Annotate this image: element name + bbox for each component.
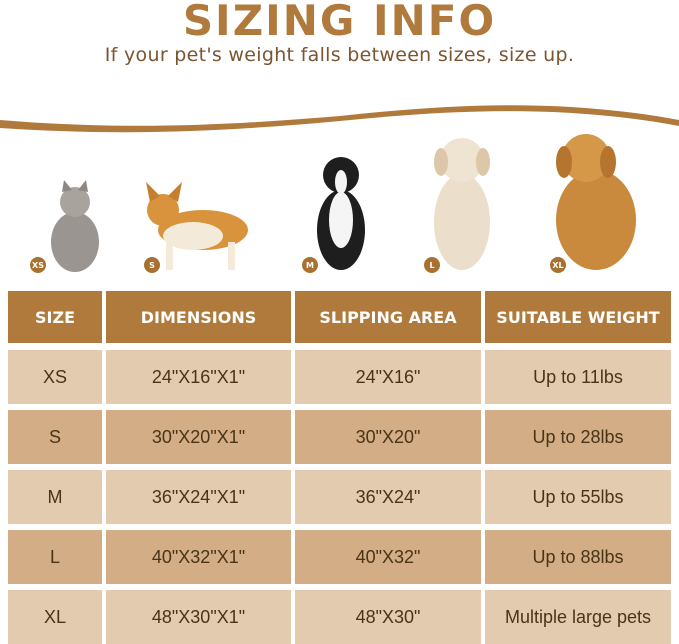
table-header-cell: SIZE (8, 291, 102, 343)
table-cell: S (8, 410, 102, 464)
table-cell: XL (8, 590, 102, 644)
table-cell: 48"X30"X1" (106, 590, 291, 644)
table-cell: L (8, 530, 102, 584)
size-badge-m: M (301, 256, 319, 274)
table-cell: M (8, 470, 102, 524)
labrador-image (434, 138, 490, 270)
table-cell: Multiple large pets (485, 590, 671, 644)
table-cell: Up to 55lbs (485, 470, 671, 524)
table-cell: 30"X20"X1" (106, 410, 291, 464)
table-cell: Up to 28lbs (485, 410, 671, 464)
cat-image (51, 180, 99, 272)
border-collie-image (317, 157, 365, 270)
table-header-cell: SUITABLE WEIGHT (485, 291, 671, 343)
size-badge-s: S (143, 256, 161, 274)
table-cell: Up to 88lbs (485, 530, 671, 584)
table-cell: 24"X16" (295, 350, 481, 404)
golden-retriever-image (556, 134, 636, 270)
table-cell: 36"X24" (295, 470, 481, 524)
decorative-wave (0, 105, 679, 133)
page-title: SIZING INFO (182, 0, 497, 45)
table-cell: 24"X16"X1" (106, 350, 291, 404)
table-header-cell: DIMENSIONS (106, 291, 291, 343)
size-badge-xs: XS (29, 256, 47, 274)
table-cell: 48"X30" (295, 590, 481, 644)
table-cell: 40"X32"X1" (106, 530, 291, 584)
table-cell: XS (8, 350, 102, 404)
page-subtitle: If your pet's weight falls between sizes… (104, 44, 575, 66)
size-badge-l: L (423, 256, 441, 274)
table-header-cell: SLIPPING AREA (295, 291, 481, 343)
corgi-image (146, 182, 248, 270)
table-cell: Up to 11lbs (485, 350, 671, 404)
table-cell: 30"X20" (295, 410, 481, 464)
table-cell: 36"X24"X1" (106, 470, 291, 524)
table-cell: 40"X32" (295, 530, 481, 584)
size-badge-xl: XL (549, 256, 567, 274)
